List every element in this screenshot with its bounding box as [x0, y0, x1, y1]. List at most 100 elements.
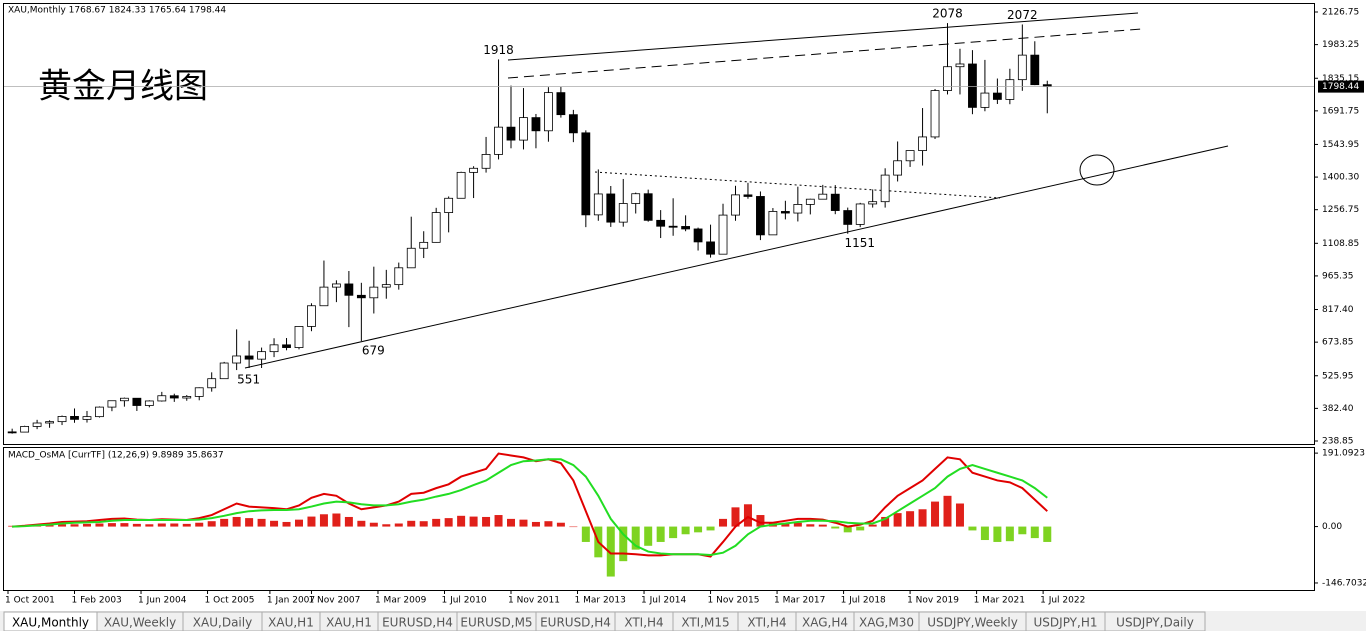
tab-label[interactable]: XAU,Daily	[193, 616, 252, 630]
y-tick-label: 1983.25	[1322, 40, 1359, 50]
candle-body	[731, 194, 740, 216]
tab-label[interactable]: XAU,H1	[326, 616, 372, 630]
candle-body	[1030, 54, 1040, 86]
candle-body	[95, 406, 104, 418]
candle-body	[568, 114, 578, 134]
candle-body	[830, 193, 840, 211]
tab-label[interactable]: EURUSD,M5	[460, 616, 532, 630]
tab-label[interactable]: XAG,H4	[802, 616, 848, 630]
y-tick-label: 525.95	[1322, 371, 1354, 381]
tab-label[interactable]: XAU,Weekly	[104, 616, 176, 630]
histogram-bar	[1005, 526, 1014, 542]
candle-body	[681, 226, 691, 230]
tab-label[interactable]: EURUSD,H4	[382, 616, 453, 630]
candle-body	[20, 426, 30, 433]
x-tick-label: 1 Mar 2017	[774, 596, 825, 606]
x-tick-label: 1 Nov 2007	[308, 596, 360, 606]
candle-body	[70, 416, 79, 420]
tab-label[interactable]: XTI,M15	[681, 616, 729, 630]
y-tick-label: 1400.30	[1322, 173, 1359, 183]
candle-body	[494, 126, 503, 155]
candle-body	[232, 355, 242, 364]
tab-label[interactable]: XAU,H1	[268, 616, 314, 630]
tab-label[interactable]: USDJPY,Weekly	[927, 616, 1018, 630]
extreme-label: 679	[362, 343, 385, 357]
candle-body	[469, 167, 478, 173]
x-tick-label: 1 Feb 2003	[72, 596, 122, 606]
tab-label[interactable]: XTI,H4	[747, 616, 786, 630]
histogram-bar	[220, 518, 229, 527]
x-tick-label: 1 Jul 2014	[641, 596, 686, 606]
candle-body	[780, 211, 790, 214]
candle-body	[880, 174, 890, 203]
histogram-bar	[619, 526, 628, 562]
histogram-bar	[282, 521, 291, 527]
histogram-bar	[132, 523, 141, 527]
histogram-bar	[843, 526, 852, 533]
candle-body	[531, 117, 541, 132]
tab-label[interactable]: XAU,Monthly	[12, 616, 89, 630]
candle-body	[157, 395, 167, 402]
candle-body	[805, 198, 815, 205]
candle-body	[119, 397, 129, 402]
y-tick-label: 817.40	[1322, 305, 1354, 315]
candle-body	[843, 210, 853, 225]
candle-body	[693, 228, 703, 243]
candle-body	[968, 63, 977, 108]
tab-label[interactable]: USDJPY,H1	[1034, 616, 1098, 630]
candle-body	[207, 378, 217, 389]
histogram-bar	[818, 524, 827, 527]
histogram-bar	[1018, 526, 1027, 535]
candle-body	[1005, 79, 1015, 100]
candle-body	[394, 267, 404, 286]
histogram-bar	[369, 522, 378, 527]
histogram-bar	[70, 524, 79, 527]
histogram-bar	[569, 526, 578, 528]
histogram-bar	[781, 523, 790, 527]
histogram-bar	[531, 521, 540, 527]
histogram-bar	[893, 513, 902, 527]
candle-body	[756, 196, 765, 236]
histogram-bar	[868, 524, 877, 527]
histogram-bar	[906, 511, 915, 527]
extreme-label: 1151	[844, 236, 875, 250]
x-tick-label: 1 Oct 2001	[5, 596, 55, 606]
candle-body	[381, 284, 391, 288]
candle-body	[818, 193, 828, 200]
histogram-bar	[980, 526, 989, 541]
candle-body	[930, 90, 940, 138]
histogram-bar	[943, 495, 952, 527]
histogram-bar	[793, 522, 802, 527]
y-tick-label: 1256.75	[1322, 205, 1359, 215]
histogram-bar	[120, 523, 129, 527]
tab-label[interactable]: XAG,M30	[859, 616, 914, 630]
candle-body	[905, 150, 915, 162]
support-line	[244, 145, 1229, 369]
histogram-bar	[82, 523, 91, 527]
histogram-bar	[157, 523, 166, 527]
candle-body	[332, 283, 341, 288]
candle-body	[107, 400, 117, 408]
histogram-bar	[656, 526, 665, 542]
x-tick-label: 1 Nov 2019	[907, 596, 959, 606]
histogram-bar	[719, 518, 728, 527]
tab-label[interactable]: EURUSD,H4	[540, 616, 611, 630]
histogram-bar	[1043, 526, 1052, 542]
candle-body	[506, 126, 516, 141]
resistance-line	[507, 12, 1139, 61]
candle-body	[169, 395, 179, 399]
histogram-bar	[207, 521, 216, 527]
histogram-bar	[556, 522, 565, 527]
candle-body	[182, 396, 192, 399]
candle-body	[194, 387, 204, 397]
histogram-bar	[107, 523, 116, 527]
histogram-bar	[806, 524, 815, 527]
candle-body	[943, 66, 952, 91]
histogram-bar	[344, 516, 353, 527]
tab-label[interactable]: XTI,H4	[624, 616, 663, 630]
tab-label[interactable]: USDJPY,Daily	[1116, 616, 1194, 630]
candle-body	[1017, 54, 1027, 81]
candle-body	[718, 214, 728, 255]
histogram-bar	[519, 519, 528, 527]
histogram-bar	[669, 526, 678, 539]
